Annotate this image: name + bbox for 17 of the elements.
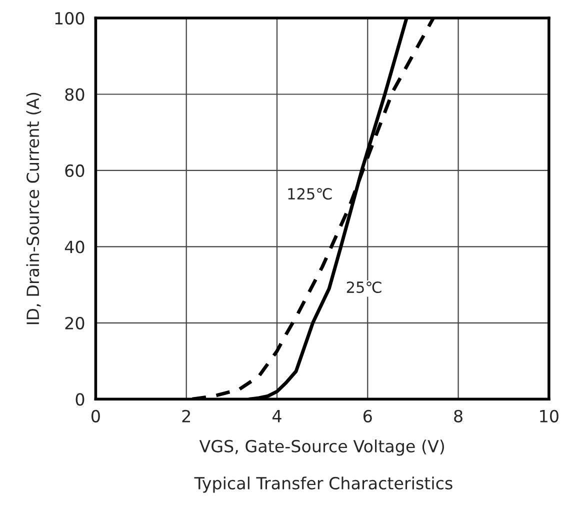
series-label: 25℃ [346,281,382,294]
y-tick-label: 0 [76,393,84,406]
x-axis-title: VGS, Gate-Source Voltage (V) [199,440,444,456]
y-tick-label: 80 [65,88,84,101]
y-tick-label: 60 [65,164,84,178]
y-tick-label: 100 [55,12,84,25]
x-tick-label: 4 [272,410,282,422]
x-tick-label: 6 [364,410,372,422]
y-tick-label: 40 [64,240,84,254]
x-tick-label: 10 [540,410,558,422]
series-label: 125℃ [288,188,332,200]
text: Typical Transfer Characteristics [194,476,452,493]
y-axis-title: ID, Drain-Source Current (A) [26,92,42,324]
y-tick-label: 20 [65,316,84,330]
x-tick-label: 0 [92,410,100,422]
x-tick-label: 2 [182,410,190,422]
x-tick-label: 8 [454,410,462,422]
